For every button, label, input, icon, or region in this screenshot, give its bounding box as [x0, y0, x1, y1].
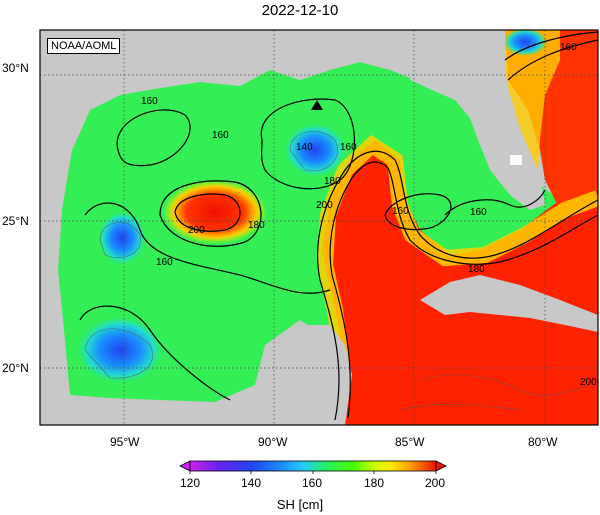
- cold-eddy-north: [283, 122, 347, 178]
- lon-label-85w: 85°W: [395, 435, 425, 449]
- colorbar-tick: 140: [241, 476, 262, 490]
- contour-label: 180: [324, 176, 341, 187]
- contour-label: 180: [468, 264, 485, 275]
- lake-okeechobee: [510, 155, 522, 165]
- contour-label: 180: [248, 220, 265, 231]
- atlantic-cool-patch: [503, 30, 547, 56]
- lon-label-90w: 90°W: [258, 435, 288, 449]
- contour-160-south: [79, 305, 231, 401]
- us-gulf-coast: [40, 30, 410, 200]
- lat-label-20n: 20°N: [2, 361, 29, 375]
- lon-label-95w: 95°W: [110, 435, 140, 449]
- warm-eddy: [163, 180, 267, 244]
- colorbar: [179, 460, 447, 474]
- colorbar-tick: 200: [425, 476, 446, 490]
- contour-label: 160: [392, 206, 409, 217]
- colorbar-scale: [189, 460, 437, 472]
- contour-label: 160: [156, 257, 173, 268]
- contour-label: 160: [470, 207, 487, 218]
- colorbar-tick: 180: [364, 476, 385, 490]
- contour-lines: [79, 31, 598, 421]
- cuba-island: [420, 275, 598, 332]
- buoy-triangle-icon: [311, 100, 323, 110]
- contour-label: 160: [560, 42, 577, 53]
- contour-label: 200: [580, 377, 597, 388]
- contour-160-florida: [384, 193, 452, 231]
- lat-label-25n: 25°N: [2, 214, 29, 228]
- contour-label: 200: [188, 225, 205, 236]
- contour-160-north: [116, 109, 191, 167]
- atlantic-gradient: [505, 30, 560, 170]
- lat-label-30n: 30°N: [2, 61, 29, 75]
- contour-label: 140: [296, 142, 313, 153]
- contour-180-loop: [317, 150, 598, 421]
- yucatan-peninsula: [255, 325, 352, 425]
- contour-atlantic-2: [507, 39, 598, 81]
- colorbar-tick: 120: [180, 476, 201, 490]
- contour-200-warm: [174, 193, 241, 232]
- contour-label: 160: [212, 130, 229, 141]
- map-title: 2022-12-10: [261, 2, 339, 19]
- colorbar-min-arrow: [179, 460, 191, 472]
- contour-label: 200: [316, 200, 333, 211]
- map-frame: [39, 29, 599, 426]
- contour-label: 160: [340, 142, 357, 153]
- cold-eddy-southwest: [75, 315, 165, 385]
- contour-200-loop: [329, 161, 598, 419]
- contour-atlantic: [504, 31, 598, 61]
- colorbar-tick: 160: [302, 476, 323, 490]
- contour-180-warm: [159, 180, 262, 247]
- colorbar-max-arrow: [435, 460, 447, 472]
- contour-160-east: [444, 189, 546, 216]
- contour-160-eddy: [260, 98, 356, 190]
- lon-label-80w: 80°W: [528, 435, 558, 449]
- minor-contours: [84, 131, 591, 411]
- contour-value-labels: 160 160 160 140 160 180 200 200 180 160 …: [141, 42, 597, 388]
- contour-label: 160: [141, 96, 158, 107]
- contour-160-west: [84, 202, 331, 294]
- graticule: [40, 30, 598, 425]
- colorbar-label: SH [cm]: [276, 497, 324, 512]
- cold-eddy-west: [97, 210, 147, 266]
- credit-label: NOAA/AOML: [47, 38, 121, 54]
